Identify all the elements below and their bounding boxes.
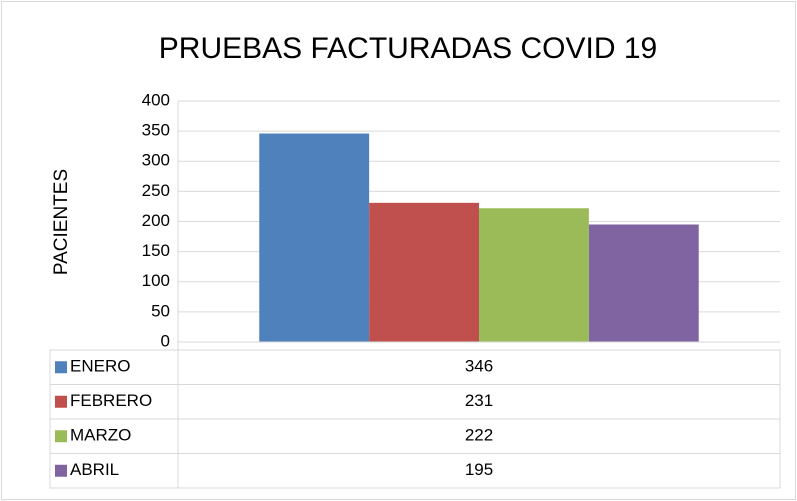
- table-value: 195: [465, 460, 493, 479]
- table-row: [49, 453, 781, 489]
- y-tick-label: 100: [142, 271, 170, 290]
- bar: [369, 202, 479, 342]
- y-tick-label: 300: [142, 151, 170, 170]
- table-value: 222: [465, 426, 493, 445]
- legend-key: [55, 361, 67, 374]
- table-value: 346: [465, 357, 493, 376]
- legend-key: [55, 464, 67, 477]
- y-axis-label: PACIENTES: [51, 169, 72, 275]
- bar: [479, 208, 589, 342]
- legend-key: [55, 395, 67, 408]
- table-value: 231: [465, 391, 493, 410]
- legend-label: ABRIL: [70, 460, 119, 479]
- legend-label: FEBRERO: [70, 391, 152, 410]
- y-tick-label: 350: [142, 121, 170, 140]
- y-tick-label: 200: [142, 211, 170, 230]
- bar: [588, 224, 699, 342]
- y-tick-label: 50: [151, 301, 170, 320]
- chart-title: PRUEBAS FACTURADAS COVID 19: [159, 32, 657, 65]
- legend-key: [55, 430, 67, 443]
- legend-label: ENERO: [70, 357, 130, 376]
- y-tick-label: 0: [161, 331, 170, 350]
- legend-label: MARZO: [70, 426, 131, 445]
- y-tick-label: 400: [142, 90, 170, 109]
- y-tick-label: 150: [142, 241, 170, 260]
- y-tick-label: 250: [142, 181, 170, 200]
- bar: [259, 133, 370, 342]
